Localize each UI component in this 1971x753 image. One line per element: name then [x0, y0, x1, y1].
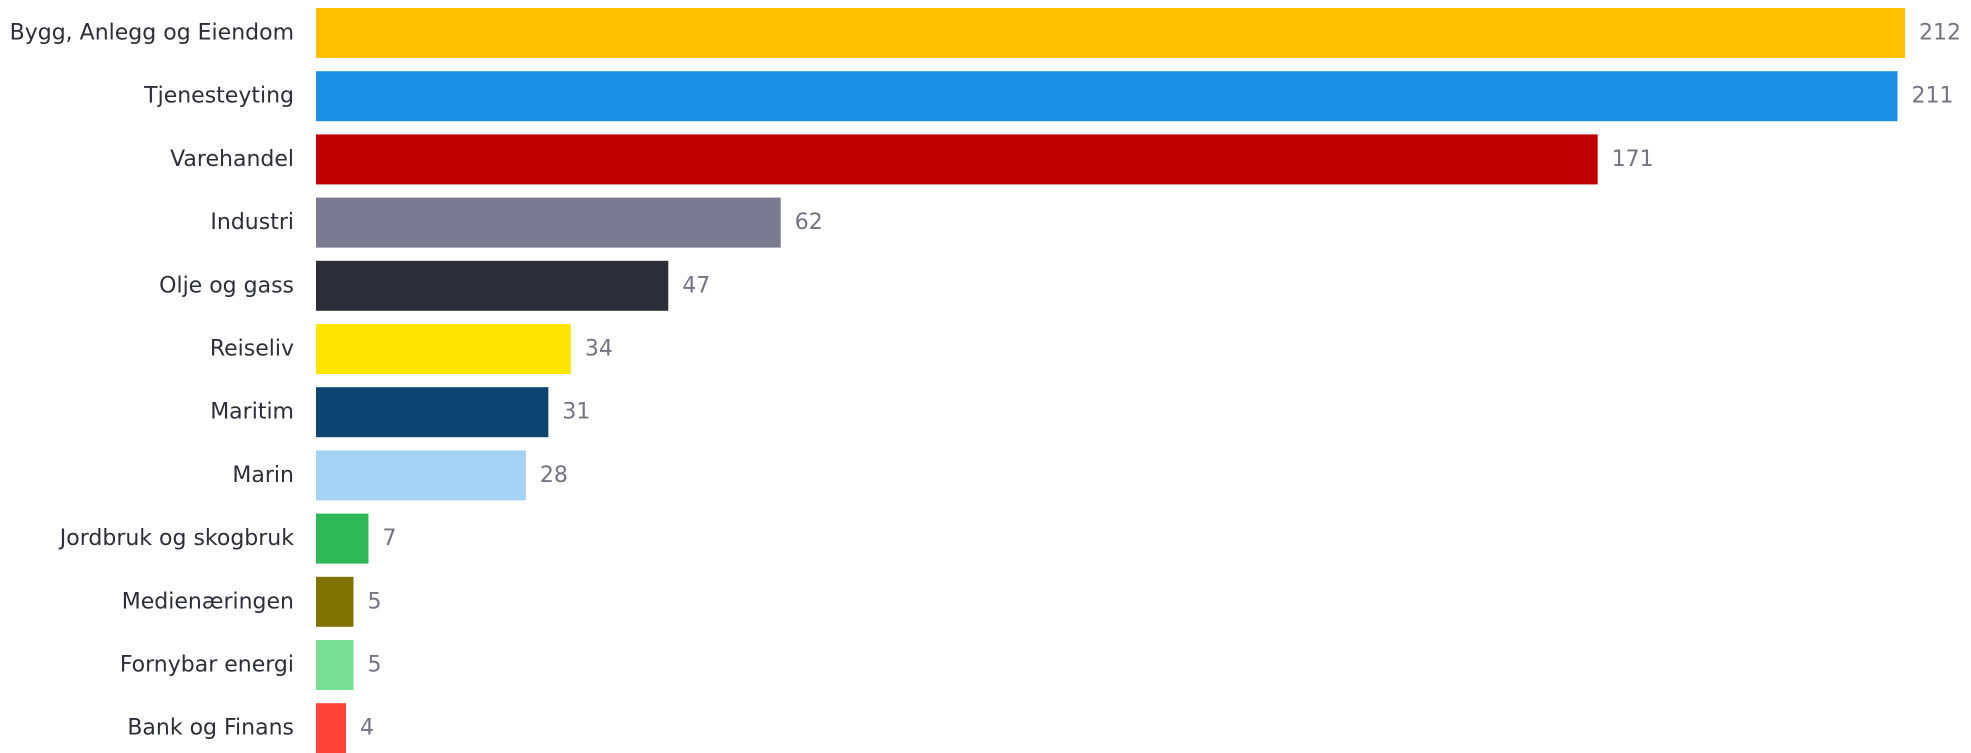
value-label-marin: 28	[540, 463, 568, 488]
bar-bygg-anlegg-og-eiendom	[316, 8, 1905, 58]
value-label-jordbruk-og-skogbruk: 7	[382, 526, 396, 551]
value-label-bank-og-finans: 4	[360, 716, 374, 741]
category-label-jordbruk-og-skogbruk: Jordbruk og skogbruk	[58, 526, 294, 551]
bar-marin	[316, 450, 526, 501]
category-label-industri: Industri	[210, 210, 294, 235]
category-label-marin: Marin	[232, 463, 294, 488]
bar-maritim	[316, 387, 549, 438]
value-labels: 212 211 171 62 47 34 31 28 7 5 5 4	[360, 21, 1961, 741]
category-label-medienaeringen: Medienæringen	[122, 589, 294, 614]
bar-fornybar-energi	[316, 640, 354, 690]
bar-bank-og-finans	[316, 703, 346, 753]
category-label-bank-og-finans: Bank og Finans	[127, 716, 294, 741]
value-label-industri: 62	[795, 210, 823, 235]
bar-industri	[316, 197, 781, 248]
bar-tjenesteyting	[316, 71, 1898, 122]
category-label-varehandel: Varehandel	[170, 147, 294, 172]
value-label-varehandel: 171	[1612, 147, 1654, 172]
bar-varehandel	[316, 134, 1598, 185]
bar-reiseliv	[316, 324, 571, 374]
category-label-maritim: Maritim	[210, 400, 294, 425]
category-label-fornybar-energi: Fornybar energi	[120, 653, 294, 678]
category-label-olje-og-gass: Olje og gass	[159, 273, 294, 298]
value-label-reiseliv: 34	[585, 337, 613, 362]
bar-medienaeringen	[316, 576, 354, 627]
value-label-bygg-anlegg-og-eiendom: 212	[1919, 21, 1961, 46]
bars-layer	[316, 8, 1905, 753]
value-label-olje-og-gass: 47	[682, 273, 710, 298]
value-label-medienaeringen: 5	[367, 589, 381, 614]
bar-olje-og-gass	[316, 260, 669, 311]
bar-jordbruk-og-skogbruk	[316, 513, 369, 564]
category-label-bygg-anlegg-og-eiendom: Bygg, Anlegg og Eiendom	[10, 21, 294, 46]
category-label-reiseliv: Reiseliv	[210, 337, 294, 362]
category-labels: Bygg, Anlegg og Eiendom Tjenesteyting Vare…	[10, 21, 295, 741]
value-label-tjenesteyting: 211	[1912, 84, 1954, 109]
value-label-maritim: 31	[562, 400, 590, 425]
category-label-tjenesteyting: Tjenesteyting	[143, 84, 294, 109]
value-label-fornybar-energi: 5	[367, 653, 381, 678]
